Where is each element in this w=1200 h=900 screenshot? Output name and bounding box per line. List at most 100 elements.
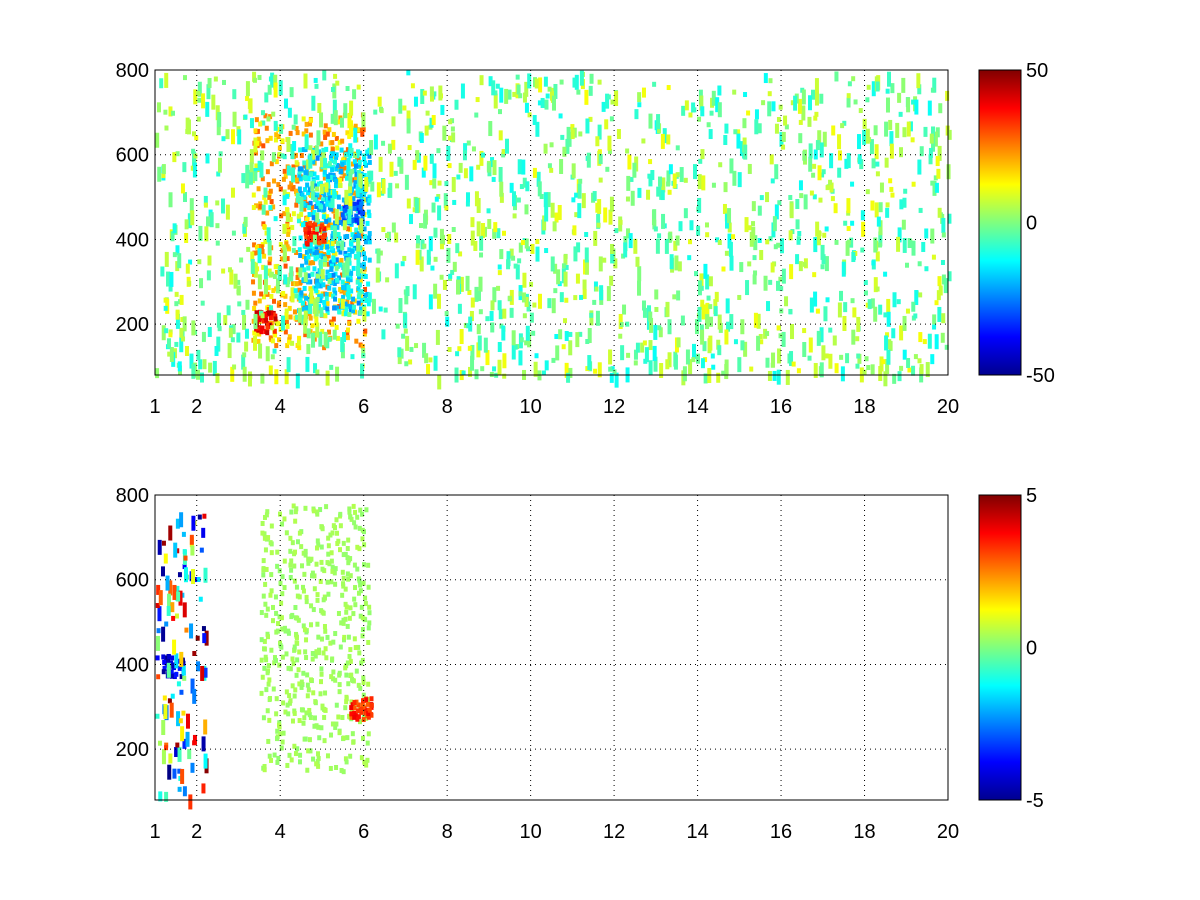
heatmap-cell	[879, 182, 884, 193]
heatmap-cell	[297, 335, 302, 341]
x-tick-label: 20	[937, 821, 959, 843]
heatmap-cell	[259, 637, 264, 643]
heatmap-cell	[697, 116, 702, 122]
heatmap-cell	[190, 678, 195, 694]
heatmap-cell	[537, 100, 542, 106]
heatmap-cell	[407, 145, 412, 151]
heatmap-cell	[261, 558, 266, 564]
heatmap-cell	[274, 159, 279, 165]
heatmap-cell	[302, 206, 307, 212]
heatmap-cell	[311, 332, 316, 348]
heatmap-cell	[878, 231, 883, 247]
heatmap-cell	[789, 264, 794, 280]
heatmap-cell	[168, 192, 173, 208]
heatmap-cell	[524, 102, 529, 113]
heatmap-cell	[511, 330, 516, 346]
heatmap-cell	[178, 590, 183, 606]
heatmap-cell	[945, 90, 950, 101]
heatmap-cell	[319, 544, 324, 550]
heatmap-cell	[280, 626, 285, 632]
heatmap-cell	[239, 257, 244, 263]
heatmap-cell	[563, 318, 568, 324]
heatmap-cell	[345, 571, 350, 577]
heatmap-cell	[739, 141, 744, 157]
heatmap-cell	[251, 279, 256, 285]
heatmap-cell	[197, 97, 202, 103]
heatmap-cell	[846, 153, 851, 169]
heatmap-cell	[855, 363, 860, 369]
heatmap-cell	[845, 353, 850, 364]
heatmap-cell	[324, 655, 329, 661]
heatmap-cell	[432, 91, 437, 97]
heatmap-cell	[338, 220, 343, 226]
heatmap-cell	[294, 160, 299, 166]
heatmap-cell	[287, 184, 292, 190]
heatmap-cell	[829, 153, 834, 169]
heatmap-cell	[474, 369, 479, 380]
heatmap-cell	[572, 77, 577, 88]
heatmap-cell	[937, 145, 942, 161]
heatmap-cell	[438, 85, 443, 101]
heatmap-cell	[885, 359, 890, 375]
heatmap-cell	[391, 116, 396, 127]
heatmap-cell	[295, 615, 300, 621]
heatmap-cell	[283, 293, 288, 299]
heatmap-cell	[290, 186, 295, 192]
heatmap-cell	[356, 84, 361, 90]
heatmap-cell	[273, 332, 278, 338]
heatmap-cell	[360, 363, 365, 379]
heatmap-cell	[191, 320, 196, 336]
heatmap-cell	[356, 231, 361, 237]
heatmap-cell	[273, 657, 278, 663]
heatmap-cell	[897, 371, 902, 382]
heatmap-cell	[360, 344, 365, 350]
colorbar-tick-label: 50	[1026, 60, 1048, 82]
heatmap-cell	[333, 566, 338, 572]
heatmap-cell	[518, 350, 523, 366]
heatmap-cell	[572, 225, 577, 236]
heatmap-cell	[282, 516, 287, 522]
heatmap-cell	[801, 105, 806, 121]
heatmap-cell	[781, 331, 786, 347]
heatmap-cell	[493, 222, 498, 233]
heatmap-cell	[701, 175, 706, 191]
heatmap-cell	[310, 323, 315, 329]
heatmap-cell	[204, 630, 209, 646]
heatmap-cell	[729, 158, 734, 174]
heatmap-cell	[349, 288, 354, 294]
heatmap-cell	[362, 562, 367, 568]
heatmap-cell	[302, 194, 307, 200]
heatmap-cell	[901, 219, 906, 230]
heatmap-cell	[828, 327, 833, 333]
heatmap-cell	[291, 167, 296, 183]
heatmap-cell	[331, 669, 336, 675]
heatmap-cell	[283, 173, 288, 179]
heatmap-cell	[366, 176, 371, 182]
heatmap-cell	[266, 306, 271, 312]
heatmap-cell	[866, 365, 871, 371]
heatmap-cell	[328, 260, 333, 266]
heatmap-cell	[170, 655, 175, 661]
heatmap-cell	[367, 239, 372, 245]
heatmap-cell	[292, 309, 297, 315]
heatmap-cell	[700, 106, 705, 117]
heatmap-cell	[324, 296, 329, 302]
heatmap-cell	[767, 370, 772, 381]
heatmap-cell	[905, 308, 910, 314]
heatmap-cell	[182, 192, 187, 203]
heatmap-cell	[327, 336, 332, 342]
heatmap-cell	[324, 218, 329, 224]
heatmap-cell	[276, 755, 281, 761]
heatmap-cell	[313, 653, 318, 659]
heatmap-cell	[335, 541, 340, 547]
heatmap-cell	[282, 625, 287, 631]
heatmap-cell	[378, 250, 383, 256]
heatmap-cell	[874, 144, 879, 160]
heatmap-cell	[667, 352, 672, 368]
heatmap-cell	[550, 256, 555, 272]
heatmap-cell	[612, 369, 617, 375]
heatmap-cell	[256, 136, 261, 142]
heatmap-cell	[167, 351, 172, 357]
heatmap-cell	[507, 89, 512, 100]
heatmap-cell	[931, 136, 936, 152]
